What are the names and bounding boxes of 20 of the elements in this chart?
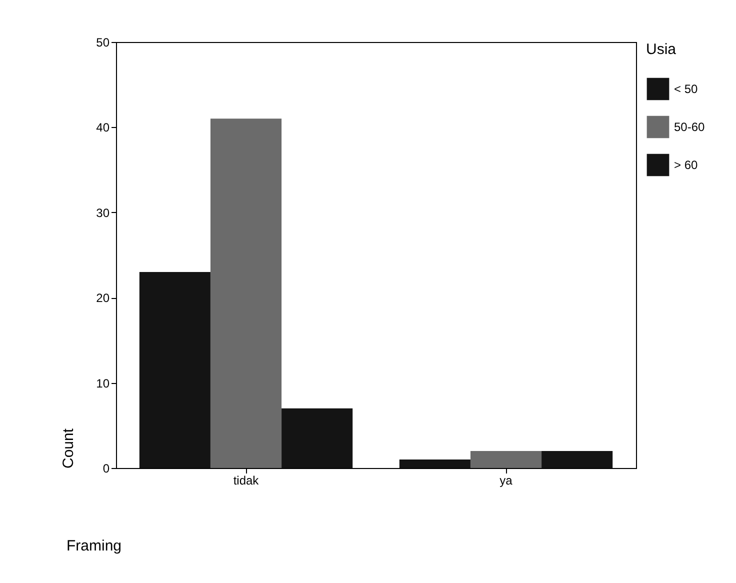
y-tick-label: 30 <box>96 206 110 220</box>
x-tick-label: tidak <box>233 474 260 488</box>
legend-label: < 50 <box>674 82 698 96</box>
y-tick-label: 50 <box>96 36 110 50</box>
x-tick-label: ya <box>500 474 513 488</box>
y-tick-label: 0 <box>102 462 110 476</box>
bar <box>210 118 282 468</box>
legend-title: Usia <box>646 41 677 58</box>
y-tick-label: 20 <box>96 291 110 306</box>
y-tick-label: 10 <box>96 376 110 390</box>
y-tick-label: 40 <box>96 120 110 135</box>
bar <box>470 450 542 468</box>
bar <box>139 272 210 468</box>
y-axis-title: Count <box>60 428 78 468</box>
legend-label: 50-60 <box>674 120 706 134</box>
x-axis-title: Framing <box>66 538 122 554</box>
bar <box>399 459 470 468</box>
legend-label: > 60 <box>674 158 698 172</box>
bar <box>282 408 353 468</box>
bar <box>542 450 613 468</box>
